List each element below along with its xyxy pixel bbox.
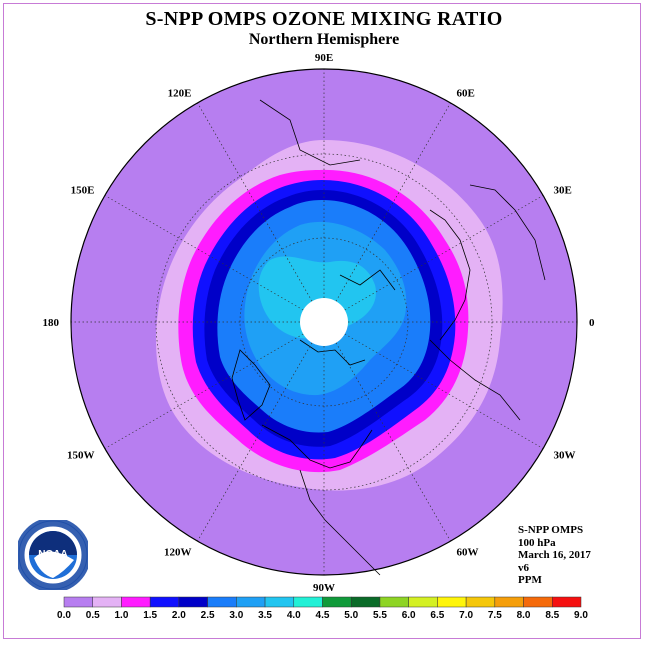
- noaa-logo: NOAA: [15, 517, 91, 593]
- longitude-label: 60W: [457, 546, 479, 558]
- noaa-logo-text: NOAA: [38, 549, 67, 560]
- noaa-emblem-icon: NOAA: [15, 517, 91, 593]
- info-pressure: 100 hPa: [518, 536, 556, 549]
- longitude-label: 120E: [168, 88, 192, 100]
- coastlines: [231, 99, 546, 576]
- colorbar-tick-label: 7.5: [488, 610, 502, 621]
- longitude-label: 180: [43, 317, 60, 329]
- metadata-block: S-NPP OMPS 100 hPa March 16, 2017 v6 PPM: [518, 524, 591, 587]
- colorbar-swatch: [408, 596, 438, 608]
- colorbar-tick-label: 7.0: [459, 610, 473, 621]
- map-title: S-NPP OMPS OZONE MIXING RATIO: [145, 8, 503, 30]
- colorbar-swatch: [178, 596, 208, 608]
- zone-no-data: [300, 298, 348, 346]
- info-units: PPM: [518, 574, 542, 586]
- colorbar-swatch: [236, 596, 266, 608]
- colorbar-tick-label: 6.0: [402, 610, 416, 621]
- longitude-label: 60E: [457, 88, 475, 100]
- colorbar-tick-label: 1.5: [143, 610, 157, 621]
- longitude-label: 150W: [67, 450, 95, 462]
- colorbar-swatch: [494, 596, 524, 608]
- colorbar-swatch: [437, 596, 467, 608]
- colorbar-swatch: [264, 596, 295, 608]
- colorbar-tick-label: 5.5: [373, 610, 387, 621]
- map-subtitle: Northern Hemisphere: [248, 31, 400, 48]
- info-instrument: S-NPP OMPS: [518, 524, 584, 536]
- colorbar-tick-label: 8.0: [517, 610, 531, 621]
- colorbar-tick-label: 0.5: [86, 610, 100, 621]
- info-date: March 16, 2017: [518, 549, 591, 561]
- colorbar-swatch: [379, 596, 409, 608]
- colorbar-swatch: [350, 596, 381, 608]
- longitude-label: 30W: [553, 450, 575, 462]
- longitude-label: 0: [589, 317, 595, 329]
- colorbar-swatch: [322, 596, 352, 608]
- colorbar-swatch: [523, 596, 553, 608]
- colorbar-tick-label: 6.5: [430, 610, 444, 621]
- colorbar-swatch: [465, 596, 496, 608]
- colorbar-swatch: [121, 596, 151, 608]
- colorbar-tick-label: 5.0: [344, 610, 358, 621]
- colorbar-tick-label: 3.5: [258, 610, 272, 621]
- colorbar-tick-label: 3.0: [229, 610, 243, 621]
- longitude-label: 30E: [553, 185, 571, 197]
- map-border: [70, 68, 578, 576]
- colorbar-swatch: [552, 596, 582, 608]
- colorbar-tick-label: 8.5: [545, 610, 559, 621]
- longitude-label: 150E: [71, 185, 95, 197]
- colorbar-tick-label: 9.0: [574, 610, 588, 621]
- longitude-label: 90E: [315, 52, 333, 64]
- longitude-label: 120W: [164, 546, 192, 558]
- graticule: [71, 69, 577, 575]
- colorbar-swatch: [63, 596, 93, 608]
- colorbar-swatch: [149, 596, 180, 608]
- colorbar-tick-label: 0.0: [57, 610, 71, 621]
- colorbar-tick-label: 4.0: [287, 610, 301, 621]
- colorbar-swatch: [207, 596, 237, 608]
- colorbar-swatch: [293, 596, 323, 608]
- info-version: v6: [518, 561, 529, 574]
- colorbar-swatch: [92, 596, 122, 608]
- colorbar-tick-label: 2.0: [172, 610, 186, 621]
- colorbar-tick-label: 4.5: [316, 610, 330, 621]
- longitude-label: 90W: [313, 582, 335, 594]
- colorbar-tick-label: 2.5: [201, 610, 215, 621]
- figure-frame: [3, 3, 641, 639]
- colorbar-tick-label: 1.0: [114, 610, 128, 621]
